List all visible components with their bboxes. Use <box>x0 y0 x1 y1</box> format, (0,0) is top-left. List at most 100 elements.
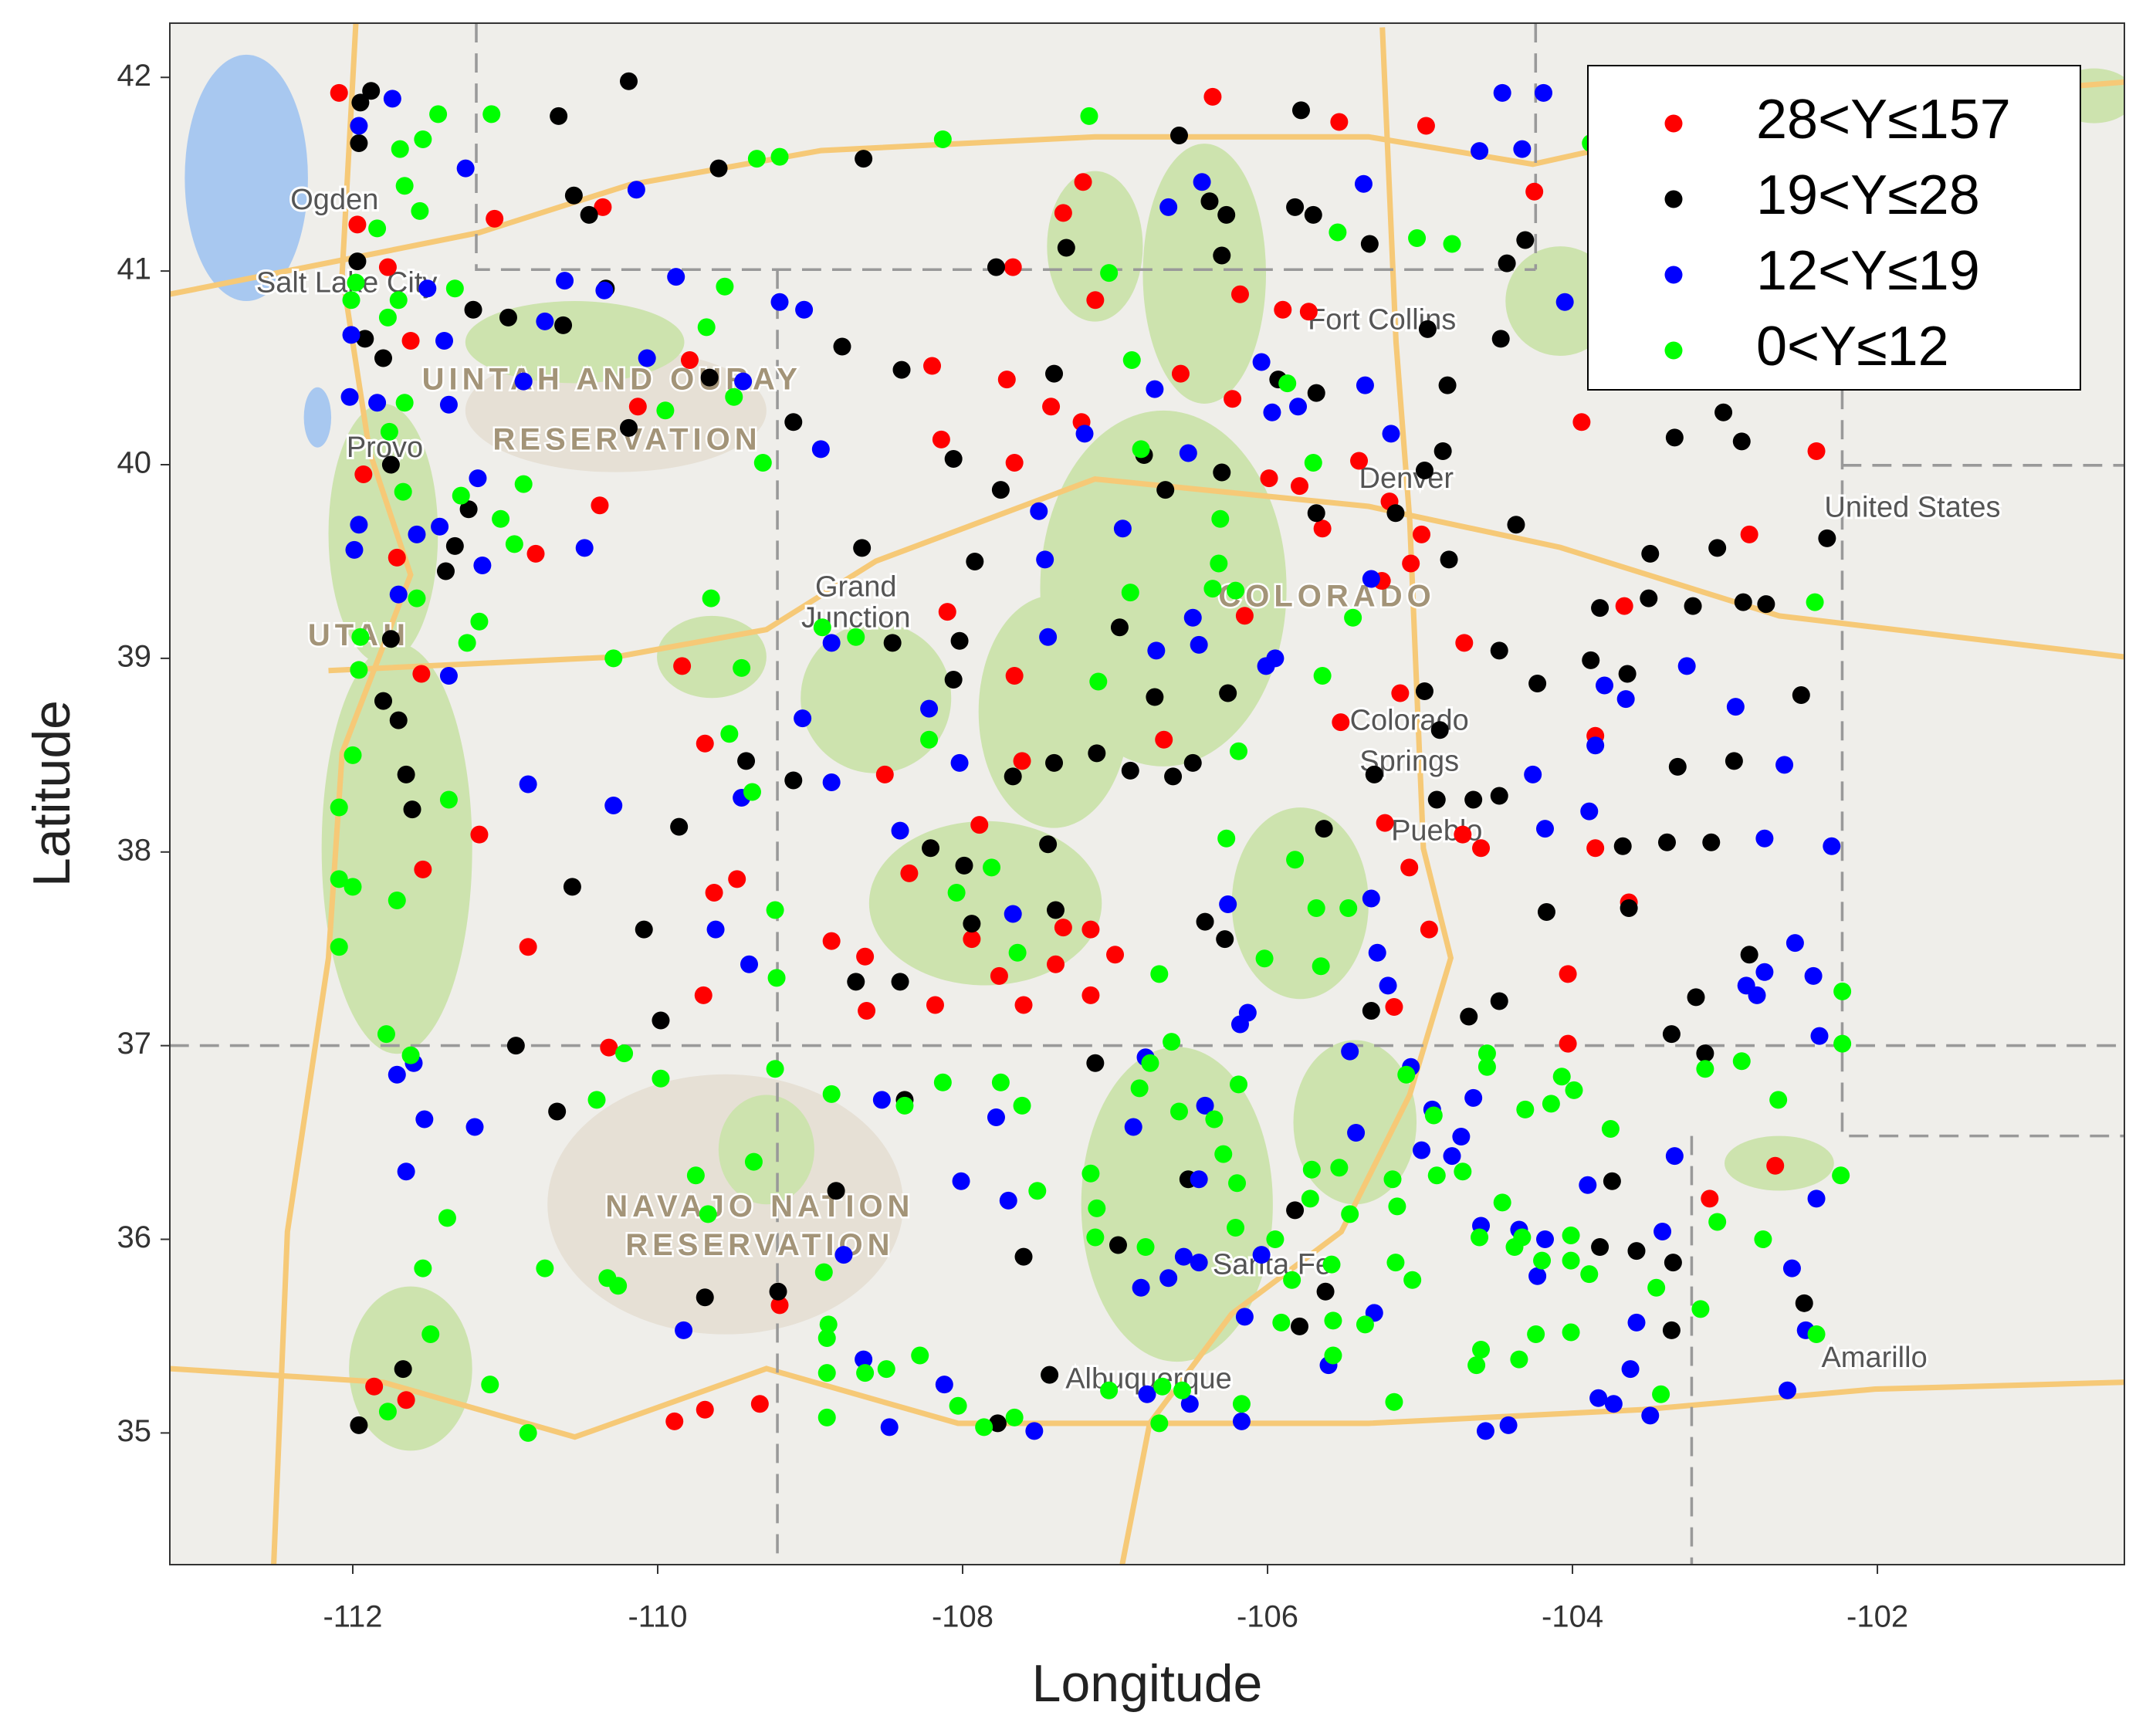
point <box>350 117 368 135</box>
point <box>1362 570 1380 588</box>
point <box>1562 1323 1580 1342</box>
point <box>348 252 367 271</box>
point <box>1618 665 1637 683</box>
point <box>499 308 517 327</box>
point <box>680 351 699 370</box>
point <box>1376 814 1394 832</box>
point <box>403 800 421 819</box>
x-tick-label: -104 <box>1542 1600 1603 1634</box>
point <box>987 258 1005 276</box>
point <box>1510 1350 1528 1369</box>
point <box>770 1296 789 1315</box>
point <box>1183 753 1202 772</box>
point <box>1200 192 1219 211</box>
point <box>728 870 746 888</box>
point <box>1438 376 1457 394</box>
lakes <box>184 54 332 448</box>
point <box>1036 550 1054 569</box>
point <box>1725 752 1743 770</box>
point <box>696 734 714 753</box>
point <box>591 496 609 515</box>
point <box>1433 442 1452 460</box>
point <box>383 90 401 108</box>
point <box>1662 1321 1681 1339</box>
point <box>1313 666 1332 685</box>
point <box>1121 761 1139 780</box>
point <box>1527 1325 1545 1343</box>
point <box>1516 1100 1535 1118</box>
point <box>439 790 458 809</box>
point <box>1664 1254 1682 1272</box>
point <box>519 775 537 794</box>
point <box>1383 1170 1402 1189</box>
point <box>1832 1166 1850 1185</box>
point <box>1106 946 1125 964</box>
point <box>514 372 533 391</box>
point <box>1754 1230 1772 1249</box>
point <box>418 279 437 298</box>
point <box>1379 976 1397 995</box>
point <box>1493 83 1511 102</box>
point <box>330 83 348 102</box>
point <box>1150 965 1169 983</box>
point <box>414 130 432 149</box>
point <box>1360 235 1379 253</box>
point <box>1641 1406 1660 1425</box>
point <box>1030 502 1048 520</box>
point <box>1615 597 1633 615</box>
point <box>1130 1079 1149 1098</box>
point <box>716 277 734 296</box>
point <box>744 1152 763 1171</box>
point <box>1156 481 1175 499</box>
point <box>330 870 348 888</box>
point <box>1413 1141 1431 1159</box>
point <box>817 1408 836 1426</box>
point <box>1230 285 1249 303</box>
point <box>1322 1255 1341 1274</box>
point <box>481 1376 499 1394</box>
point <box>702 589 720 607</box>
point <box>604 797 623 815</box>
point <box>397 765 415 783</box>
point <box>1579 1176 1597 1194</box>
point <box>734 372 753 391</box>
point <box>833 337 851 356</box>
point <box>1417 117 1435 135</box>
point <box>1535 83 1553 102</box>
point <box>1702 833 1721 851</box>
point <box>1313 519 1332 538</box>
point <box>1339 899 1358 918</box>
point <box>1691 1300 1710 1318</box>
point <box>1452 1128 1471 1146</box>
point <box>1286 851 1305 869</box>
point <box>1582 651 1600 669</box>
point <box>563 878 581 896</box>
point <box>351 628 370 646</box>
point <box>1193 173 1211 191</box>
point <box>411 201 429 220</box>
point <box>1299 303 1318 321</box>
point <box>1498 254 1516 272</box>
point <box>1150 1414 1169 1433</box>
point <box>345 540 364 559</box>
point <box>492 509 510 528</box>
point <box>1403 1271 1422 1289</box>
point <box>1810 1027 1829 1045</box>
point <box>1807 1189 1826 1208</box>
point <box>1045 364 1064 383</box>
point <box>766 1060 784 1078</box>
point <box>999 1191 1017 1210</box>
point <box>1443 235 1461 253</box>
point <box>855 1350 873 1369</box>
point <box>1169 127 1188 145</box>
point <box>1499 1416 1518 1434</box>
point <box>933 1073 952 1091</box>
point <box>1164 767 1183 786</box>
point <box>458 634 476 652</box>
point <box>381 455 400 474</box>
point <box>1141 1054 1159 1072</box>
point <box>1528 1267 1547 1285</box>
point <box>1004 258 1022 276</box>
point <box>1146 380 1164 398</box>
